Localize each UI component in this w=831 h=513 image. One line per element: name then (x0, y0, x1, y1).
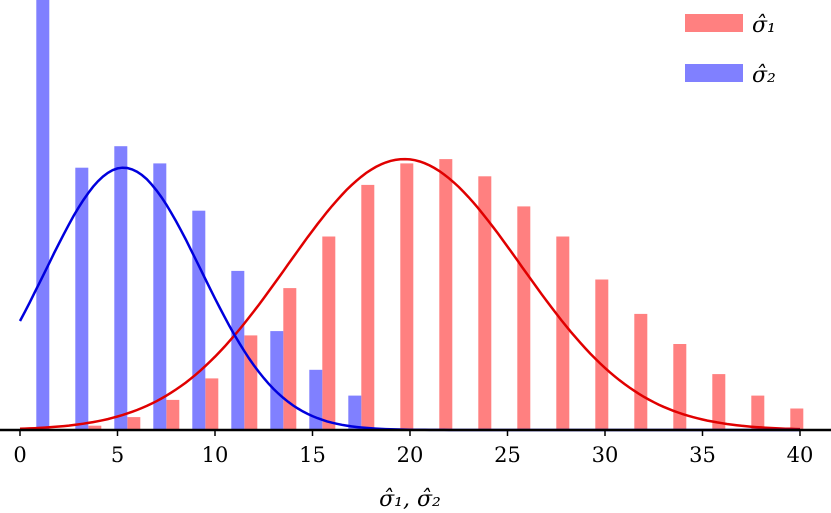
series-sigma2-bars (36, 0, 362, 430)
x-tick-label-35: 35 (689, 443, 716, 467)
bar-sigma1-18 (751, 395, 765, 430)
bar-sigma1-11 (478, 176, 492, 430)
legend-swatch-sigma2 (685, 64, 743, 82)
legend-label-sigma1: σ̂₁ (752, 13, 776, 38)
x-tick-label-40: 40 (787, 443, 814, 467)
x-tick-label-25: 25 (494, 443, 521, 467)
x-axis-ticks: 0 5 10 15 20 25 30 35 40 (13, 430, 813, 467)
bar-sigma1-12 (517, 206, 531, 430)
bar-sigma2-2 (114, 146, 128, 430)
curve-sigma1-fit (19, 157, 801, 431)
bar-sigma1-16 (673, 344, 687, 430)
bar-sigma2-0 (36, 0, 50, 430)
bar-sigma1-19 (790, 408, 804, 430)
bar-sigma1-5 (244, 335, 258, 430)
bar-sigma2-7 (309, 369, 323, 430)
series-sigma1-bars (88, 159, 804, 430)
bar-sigma1-7 (322, 236, 336, 430)
x-tick-label-0: 0 (13, 443, 26, 467)
x-tick-label-30: 30 (592, 443, 619, 467)
x-tick-label-15: 15 (299, 443, 326, 467)
bar-sigma1-3 (166, 399, 180, 430)
bar-sigma1-13 (556, 236, 570, 430)
legend-label-sigma2: σ̂₂ (752, 63, 776, 88)
x-axis-label: σ̂₁, σ̂₂ (379, 487, 441, 512)
bar-sigma2-1 (75, 167, 89, 430)
bar-sigma1-1 (88, 425, 102, 430)
bar-sigma1-6 (283, 288, 297, 430)
bar-sigma1-2 (127, 417, 141, 430)
bar-sigma1-15 (634, 313, 648, 430)
bar-sigma1-9 (400, 163, 414, 430)
bar-sigma2-8 (348, 395, 362, 430)
bar-sigma1-17 (712, 374, 726, 430)
bar-sigma2-4 (192, 210, 206, 430)
x-tick-label-10: 10 (202, 443, 229, 467)
legend-swatch-sigma1 (685, 14, 743, 32)
bar-sigma1-4 (205, 378, 219, 430)
bar-sigma1-8 (361, 184, 375, 430)
bar-sigma2-5 (231, 270, 245, 430)
x-tick-label-5: 5 (111, 443, 124, 467)
x-tick-label-20: 20 (397, 443, 424, 467)
bar-sigma2-6 (270, 331, 284, 430)
bar-sigma1-10 (439, 159, 453, 430)
bar-sigma1-14 (595, 279, 609, 430)
bar-sigma2-3 (153, 163, 167, 430)
legend: σ̂₁ σ̂₂ (685, 13, 776, 88)
